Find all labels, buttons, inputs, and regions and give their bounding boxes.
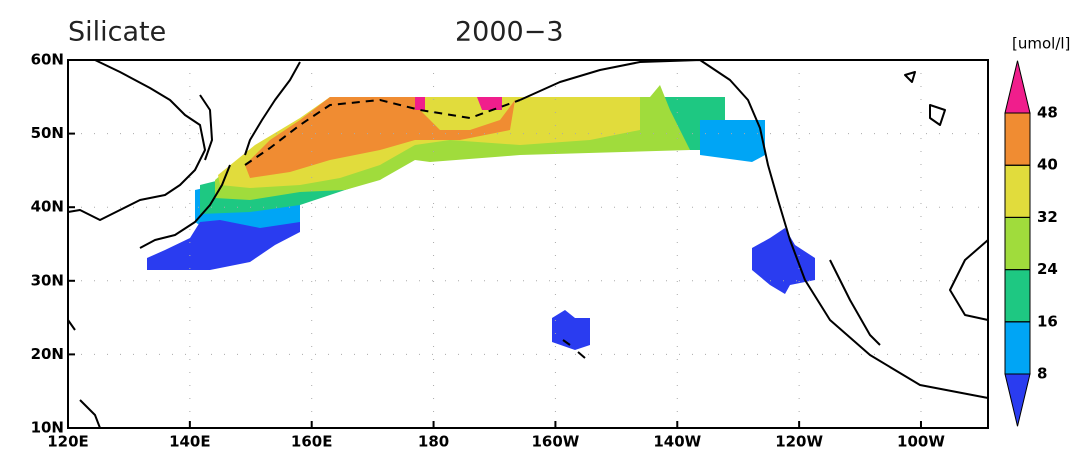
colorbar-segment [1004,321,1031,375]
colorbar-tick-label: 8 [1037,365,1047,383]
colorbar-segment [1004,216,1031,271]
coastline [244,61,301,156]
coastline [199,94,213,161]
title: Silicate [68,17,166,48]
colorbar-segment [1004,269,1031,323]
x-tick-label: 100W [897,433,945,451]
y-tick-label: 40N [31,198,64,216]
coastline [67,59,206,221]
colorbar-tick-label: 24 [1037,260,1058,278]
y-tick-label: 50N [31,124,64,142]
x-tick-label: 140W [653,433,701,451]
coastline [904,71,946,126]
map-frame [67,59,989,429]
x-tick-label: 180 [418,433,449,451]
coastline [67,59,989,429]
coastline [519,59,989,399]
coastline [244,99,521,166]
x-tick-label: 120W [775,433,823,451]
y-tick-label: 60N [31,51,64,69]
colorbar-extension [1004,373,1031,427]
coastline [139,164,231,249]
contour-region [147,220,300,270]
silicate-field [147,85,815,350]
colorbar-extension [1004,60,1031,114]
colorbar-tick-label: 40 [1037,156,1058,174]
x-tick-label: 160E [291,433,333,451]
y-tick-label: 10N [31,419,64,437]
contour-region [752,228,815,294]
colorbar-tick-label: 16 [1037,312,1058,330]
coastline [949,239,989,321]
colorbar-tick-label: 48 [1037,104,1058,122]
colorbar-segment [1004,112,1031,166]
contour-region [477,97,502,110]
x-tick-label: 120E [47,433,89,451]
contour-region [552,310,590,350]
colorbar-segment [1004,164,1031,218]
coastline [829,259,881,346]
contour-region [245,97,515,178]
x-tick-label: 160W [531,433,579,451]
colorbar-unit: [umol/l] [1012,35,1070,53]
colorbar-tick-label: 32 [1037,208,1058,226]
y-tick-label: 30N [31,271,64,289]
coastline [67,319,586,429]
period: 2000−3 [455,17,564,48]
x-tick-label: 140E [169,433,211,451]
contour-region [700,120,765,162]
contour-region [415,97,425,110]
y-tick-label: 20N [31,345,64,363]
